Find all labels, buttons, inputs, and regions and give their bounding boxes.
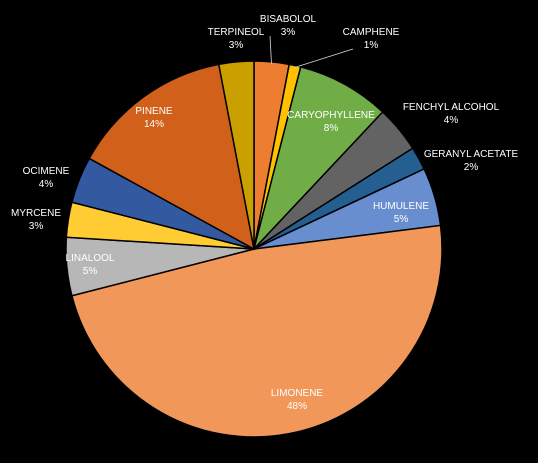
slice-label-ocimene: OCIMENE bbox=[23, 166, 70, 177]
slice-label-humulene: HUMULENE bbox=[373, 201, 429, 212]
slice-percent-myrcene: 3% bbox=[29, 221, 44, 232]
slice-label-limonene: LIMONENE bbox=[271, 388, 324, 399]
slice-percent-fenchyl-alcohol: 4% bbox=[444, 115, 459, 126]
slice-percent-ocimene: 4% bbox=[39, 179, 54, 190]
slice-percent-linalool: 5% bbox=[83, 266, 98, 277]
slice-label-geranyl-acetate: GERANYL ACETATE bbox=[424, 149, 519, 160]
slice-percent-caryophyllene: 8% bbox=[324, 123, 339, 134]
leader-line-camphene bbox=[294, 48, 354, 68]
pie-slice-limonene bbox=[70, 224, 443, 438]
slice-percent-camphene: 1% bbox=[364, 40, 379, 51]
slices-layer bbox=[65, 60, 443, 438]
slice-label-bisabolol: BISABOLOL bbox=[260, 14, 317, 25]
labels-layer: BISABOLOL 3% CAMPHENE 1% CARYOPHYLLENE 8% FENC… bbox=[11, 14, 518, 412]
pie-slice-pinene bbox=[88, 63, 256, 251]
slice-percent-terpineol: 3% bbox=[229, 40, 244, 51]
slice-percent-geranyl-acetate: 2% bbox=[464, 162, 479, 173]
slice-label-terpineol: TERPINEOL bbox=[208, 27, 265, 38]
slice-label-pinene: PINENE bbox=[135, 106, 173, 117]
slice-label-fenchyl-alcohol: FENCHYL ALCOHOL bbox=[403, 102, 500, 113]
slice-percent-humulene: 5% bbox=[394, 214, 409, 225]
leader-line-bisabolol bbox=[269, 35, 272, 64]
slice-percent-bisabolol: 3% bbox=[281, 27, 296, 38]
slice-percent-pinene: 14% bbox=[144, 119, 164, 130]
slice-label-camphene: CAMPHENE bbox=[343, 27, 400, 38]
pie-slice-caryophyllene bbox=[253, 65, 384, 250]
slice-label-caryophyllene: CARYOPHYLLENE bbox=[287, 110, 375, 121]
slice-label-linalool: LINALOOL bbox=[66, 253, 115, 264]
leader-lines-layer bbox=[269, 35, 354, 68]
slice-label-myrcene: MYRCENE bbox=[11, 208, 61, 219]
pie-slice-terpineol bbox=[217, 60, 255, 250]
slice-percent-limonene: 48% bbox=[287, 401, 307, 412]
